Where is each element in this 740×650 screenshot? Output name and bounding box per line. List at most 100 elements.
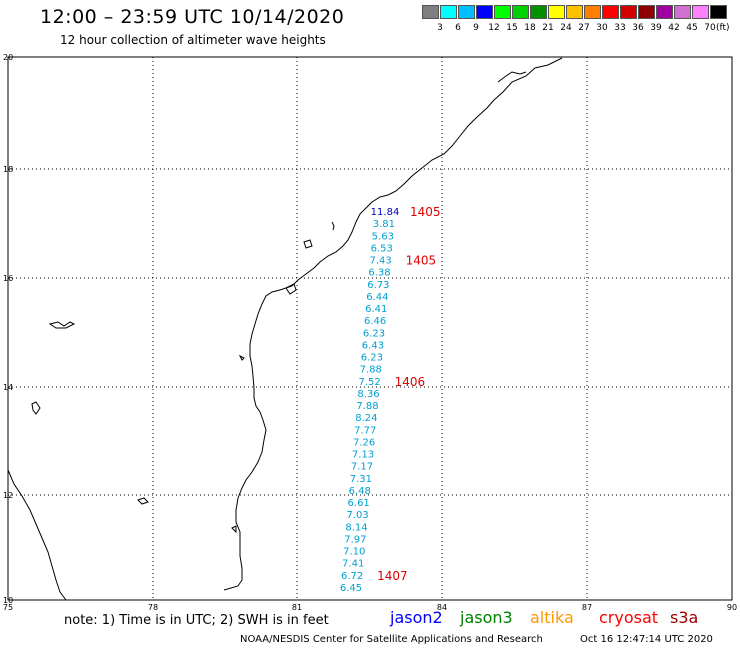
wave-height-value: 7.03	[346, 510, 368, 521]
wave-height-value: 6.53	[371, 243, 393, 254]
mission-s3a: s3a	[670, 608, 699, 627]
longitude-tick-label: 81	[292, 603, 302, 612]
coastline-delta	[497, 71, 527, 83]
colorbar-label: 39	[650, 23, 662, 33]
wave-height-value: 8.24	[355, 413, 377, 424]
colorbar-label: 15	[506, 23, 518, 33]
coastline-india-east	[223, 57, 563, 591]
mission-cryosat: cryosat	[599, 608, 659, 627]
map-subtitle: 12 hour collection of altimeter wave hei…	[60, 33, 326, 47]
island-small-3	[137, 497, 149, 505]
coastline-srilanka	[7, 469, 67, 601]
colorbar-label: 12	[488, 23, 500, 33]
longitude-tick-label: 78	[148, 603, 158, 612]
colorbar-label: 70	[704, 23, 716, 33]
colorbar-swatch	[566, 5, 583, 19]
colorbar-swatch	[692, 5, 709, 19]
wave-height-value: 6.44	[366, 292, 388, 303]
lat-lon-grid	[8, 57, 732, 600]
colorbar-swatch	[476, 5, 493, 19]
pass-time-labels: 1405 1405 1406 1407	[377, 205, 440, 583]
map-frame	[7, 56, 733, 601]
colorbar-label: 3	[437, 23, 443, 33]
pass-time-label: 1407	[377, 569, 408, 583]
colorbar-swatch	[422, 5, 439, 19]
mission-jason3: jason3	[460, 608, 513, 627]
colorbar-label: 42	[668, 23, 680, 33]
coastline	[7, 57, 563, 601]
wave-height-value: 6.46	[364, 316, 386, 327]
colorbar-label: 9	[473, 23, 479, 33]
colorbar-swatch	[710, 5, 727, 19]
wave-height-labels: 11.843.815.636.537.436.386.736.446.416.4…	[340, 207, 399, 594]
latitude-tick-label: 10	[3, 596, 13, 605]
colorbar-swatch	[494, 5, 511, 19]
wave-height-value: 6.41	[365, 304, 387, 315]
wave-height-value: 7.41	[342, 559, 364, 570]
colorbar-label: 36	[632, 23, 644, 33]
latitude-tick-label: 20	[3, 53, 13, 62]
wave-height-value: 6.23	[361, 353, 383, 364]
colorbar-label: 18	[524, 23, 536, 33]
islands	[31, 221, 335, 534]
wave-height-value: 7.88	[360, 365, 382, 376]
pass-time-label: 1405	[410, 205, 441, 219]
island-small-4	[303, 239, 313, 249]
island-small-6	[238, 354, 245, 361]
colorbar-label: 33	[614, 23, 626, 33]
wave-height-value: 6.73	[367, 280, 389, 291]
wave-height-value: 5.63	[372, 231, 394, 242]
wave-height-value: 6.61	[348, 498, 370, 509]
colorbar-swatch	[458, 5, 475, 19]
colorbar-label: 6	[455, 23, 461, 33]
wave-height-value: 8.14	[345, 522, 367, 533]
island-small-7	[231, 525, 237, 534]
latitude-tick-label: 14	[3, 383, 13, 392]
wave-height-value: 7.43	[369, 256, 391, 267]
wave-height-value: 6.72	[341, 571, 363, 582]
colorbar-swatch	[548, 5, 565, 19]
colorbar-label: 30	[596, 23, 608, 33]
longitude-tick-label: 90	[727, 603, 737, 612]
colorbar-swatch	[620, 5, 637, 19]
footnote: note: 1) Time is in UTC; 2) SWH is in fe…	[64, 613, 329, 628]
colorbar-swatch	[440, 5, 457, 19]
longitude-tick-label: 84	[437, 603, 447, 612]
island-small-5	[331, 221, 335, 231]
island-small-2	[31, 401, 41, 415]
generation-timestamp: Oct 16 12:47:14 UTC 2020	[580, 634, 713, 645]
island-small-1	[48, 321, 76, 329]
colorbar-swatch	[602, 5, 619, 19]
latitude-tick-label: 16	[3, 274, 13, 283]
longitude-tick-label: 87	[582, 603, 592, 612]
wave-height-value: 7.17	[351, 462, 373, 473]
wave-height-value: 6.48	[349, 486, 371, 497]
wave-height-value: 6.23	[363, 328, 385, 339]
wave-height-value: 8.36	[357, 389, 379, 400]
longitude-tick-label: 75	[3, 603, 13, 612]
wave-height-value: 11.84	[371, 207, 400, 218]
map-title: 12:00 – 23:59 UTC 10/14/2020	[40, 6, 345, 28]
wave-height-value: 7.97	[344, 534, 366, 545]
mission-jason2: jason2	[390, 608, 443, 627]
colorbar-swatch	[638, 5, 655, 19]
wave-height-value: 7.13	[352, 450, 374, 461]
wave-height-value: 6.43	[362, 340, 384, 351]
colorbar-swatch	[674, 5, 691, 19]
latitude-tick-label: 18	[3, 165, 13, 174]
colorbar-swatch	[584, 5, 601, 19]
wave-height-value: 7.10	[343, 547, 365, 558]
latitude-tick-label: 12	[3, 491, 13, 500]
pass-time-label: 1406	[395, 375, 426, 389]
wave-height-value: 6.45	[340, 583, 362, 594]
coastline-estuary	[285, 283, 297, 295]
colorbar-label: 21	[542, 23, 554, 33]
colorbar-label: 27	[578, 23, 590, 33]
colorbar-swatch	[530, 5, 547, 19]
wave-height-value: 7.52	[359, 377, 381, 388]
wave-height-value: 7.31	[350, 474, 372, 485]
colorbar-swatch	[512, 5, 529, 19]
wave-height-value: 7.88	[356, 401, 378, 412]
wave-height-value: 3.81	[373, 219, 395, 230]
